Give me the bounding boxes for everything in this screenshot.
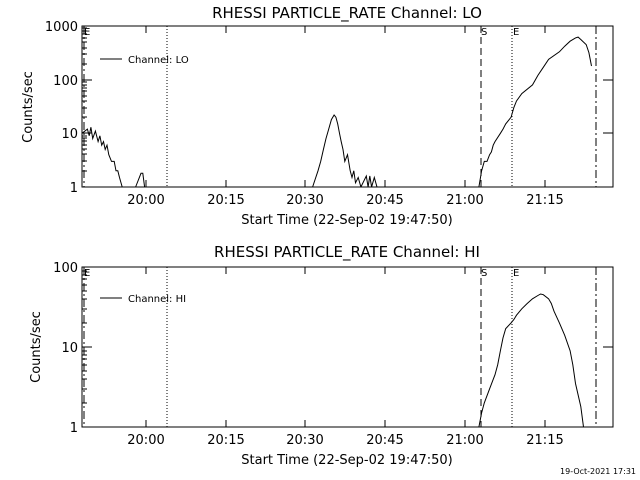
marker-label: E	[84, 27, 90, 38]
x-tick-label: 20:15	[207, 433, 244, 448]
series-line	[478, 36, 592, 188]
y-axis-label: Counts/sec	[29, 311, 44, 383]
y-tick-label: 10	[61, 341, 78, 356]
y-tick-label: 10	[61, 127, 78, 142]
timestamp: 19-Oct-2021 17:31	[560, 467, 636, 476]
series-line	[81, 127, 123, 188]
legend-label: Channel: HI	[128, 294, 186, 305]
chart-panel-lo: RHESSI PARTICLE_RATE Channel: LO E S E C…	[21, 4, 614, 228]
y-tick-label: 1000	[45, 20, 78, 35]
chart-panel-hi: RHESSI PARTICLE_RATE Channel: HI E S E C…	[29, 243, 614, 468]
series-line	[360, 174, 378, 188]
legend-lo: Channel: LO	[100, 55, 189, 66]
x-tick-label: 20:45	[366, 193, 403, 208]
marker-lines-lo	[83, 26, 597, 187]
legend-hi: Channel: HI	[100, 294, 186, 305]
legend-label: Channel: LO	[128, 55, 189, 66]
x-ticks-hi	[145, 267, 546, 427]
marker-label: E	[513, 268, 519, 279]
x-tick-label: 21:15	[526, 193, 563, 208]
x-tick-label: 20:30	[286, 433, 323, 448]
chart-title-hi: RHESSI PARTICLE_RATE Channel: HI	[214, 243, 480, 262]
x-tick-label: 21:00	[446, 433, 483, 448]
x-tick-label: 21:15	[526, 433, 563, 448]
y-tick-label: 100	[53, 74, 78, 89]
x-tick-label: 21:00	[446, 193, 483, 208]
chart-title-lo: RHESSI PARTICLE_RATE Channel: LO	[212, 4, 482, 23]
series-line	[312, 114, 362, 188]
x-ticks-lo	[145, 26, 546, 187]
marker-label: S	[481, 268, 487, 279]
y-axis-label: Counts/sec	[21, 71, 36, 143]
x-tick-label: 20:45	[366, 433, 403, 448]
y-tick-label: 1	[70, 421, 78, 436]
marker-label: E	[84, 268, 90, 279]
data-series-lo	[81, 36, 592, 188]
marker-label: S	[481, 27, 487, 38]
x-tick-label: 20:00	[127, 433, 164, 448]
series-line	[478, 293, 584, 428]
series-line	[135, 172, 146, 188]
x-axis-label: Start Time (22-Sep-02 19:47:50)	[241, 453, 452, 468]
x-tick-label: 20:30	[286, 193, 323, 208]
y-tick-label: 100	[53, 261, 78, 276]
data-series-hi	[478, 293, 584, 428]
y-tick-label: 1	[70, 181, 78, 196]
y-ticks-hi	[82, 266, 613, 428]
x-tick-label: 20:15	[207, 193, 244, 208]
plot-frame-lo	[81, 25, 614, 188]
y-ticks-lo	[82, 25, 613, 188]
x-axis-label: Start Time (22-Sep-02 19:47:50)	[241, 213, 452, 228]
x-tick-label: 20:00	[127, 193, 164, 208]
marker-label: E	[513, 27, 519, 38]
